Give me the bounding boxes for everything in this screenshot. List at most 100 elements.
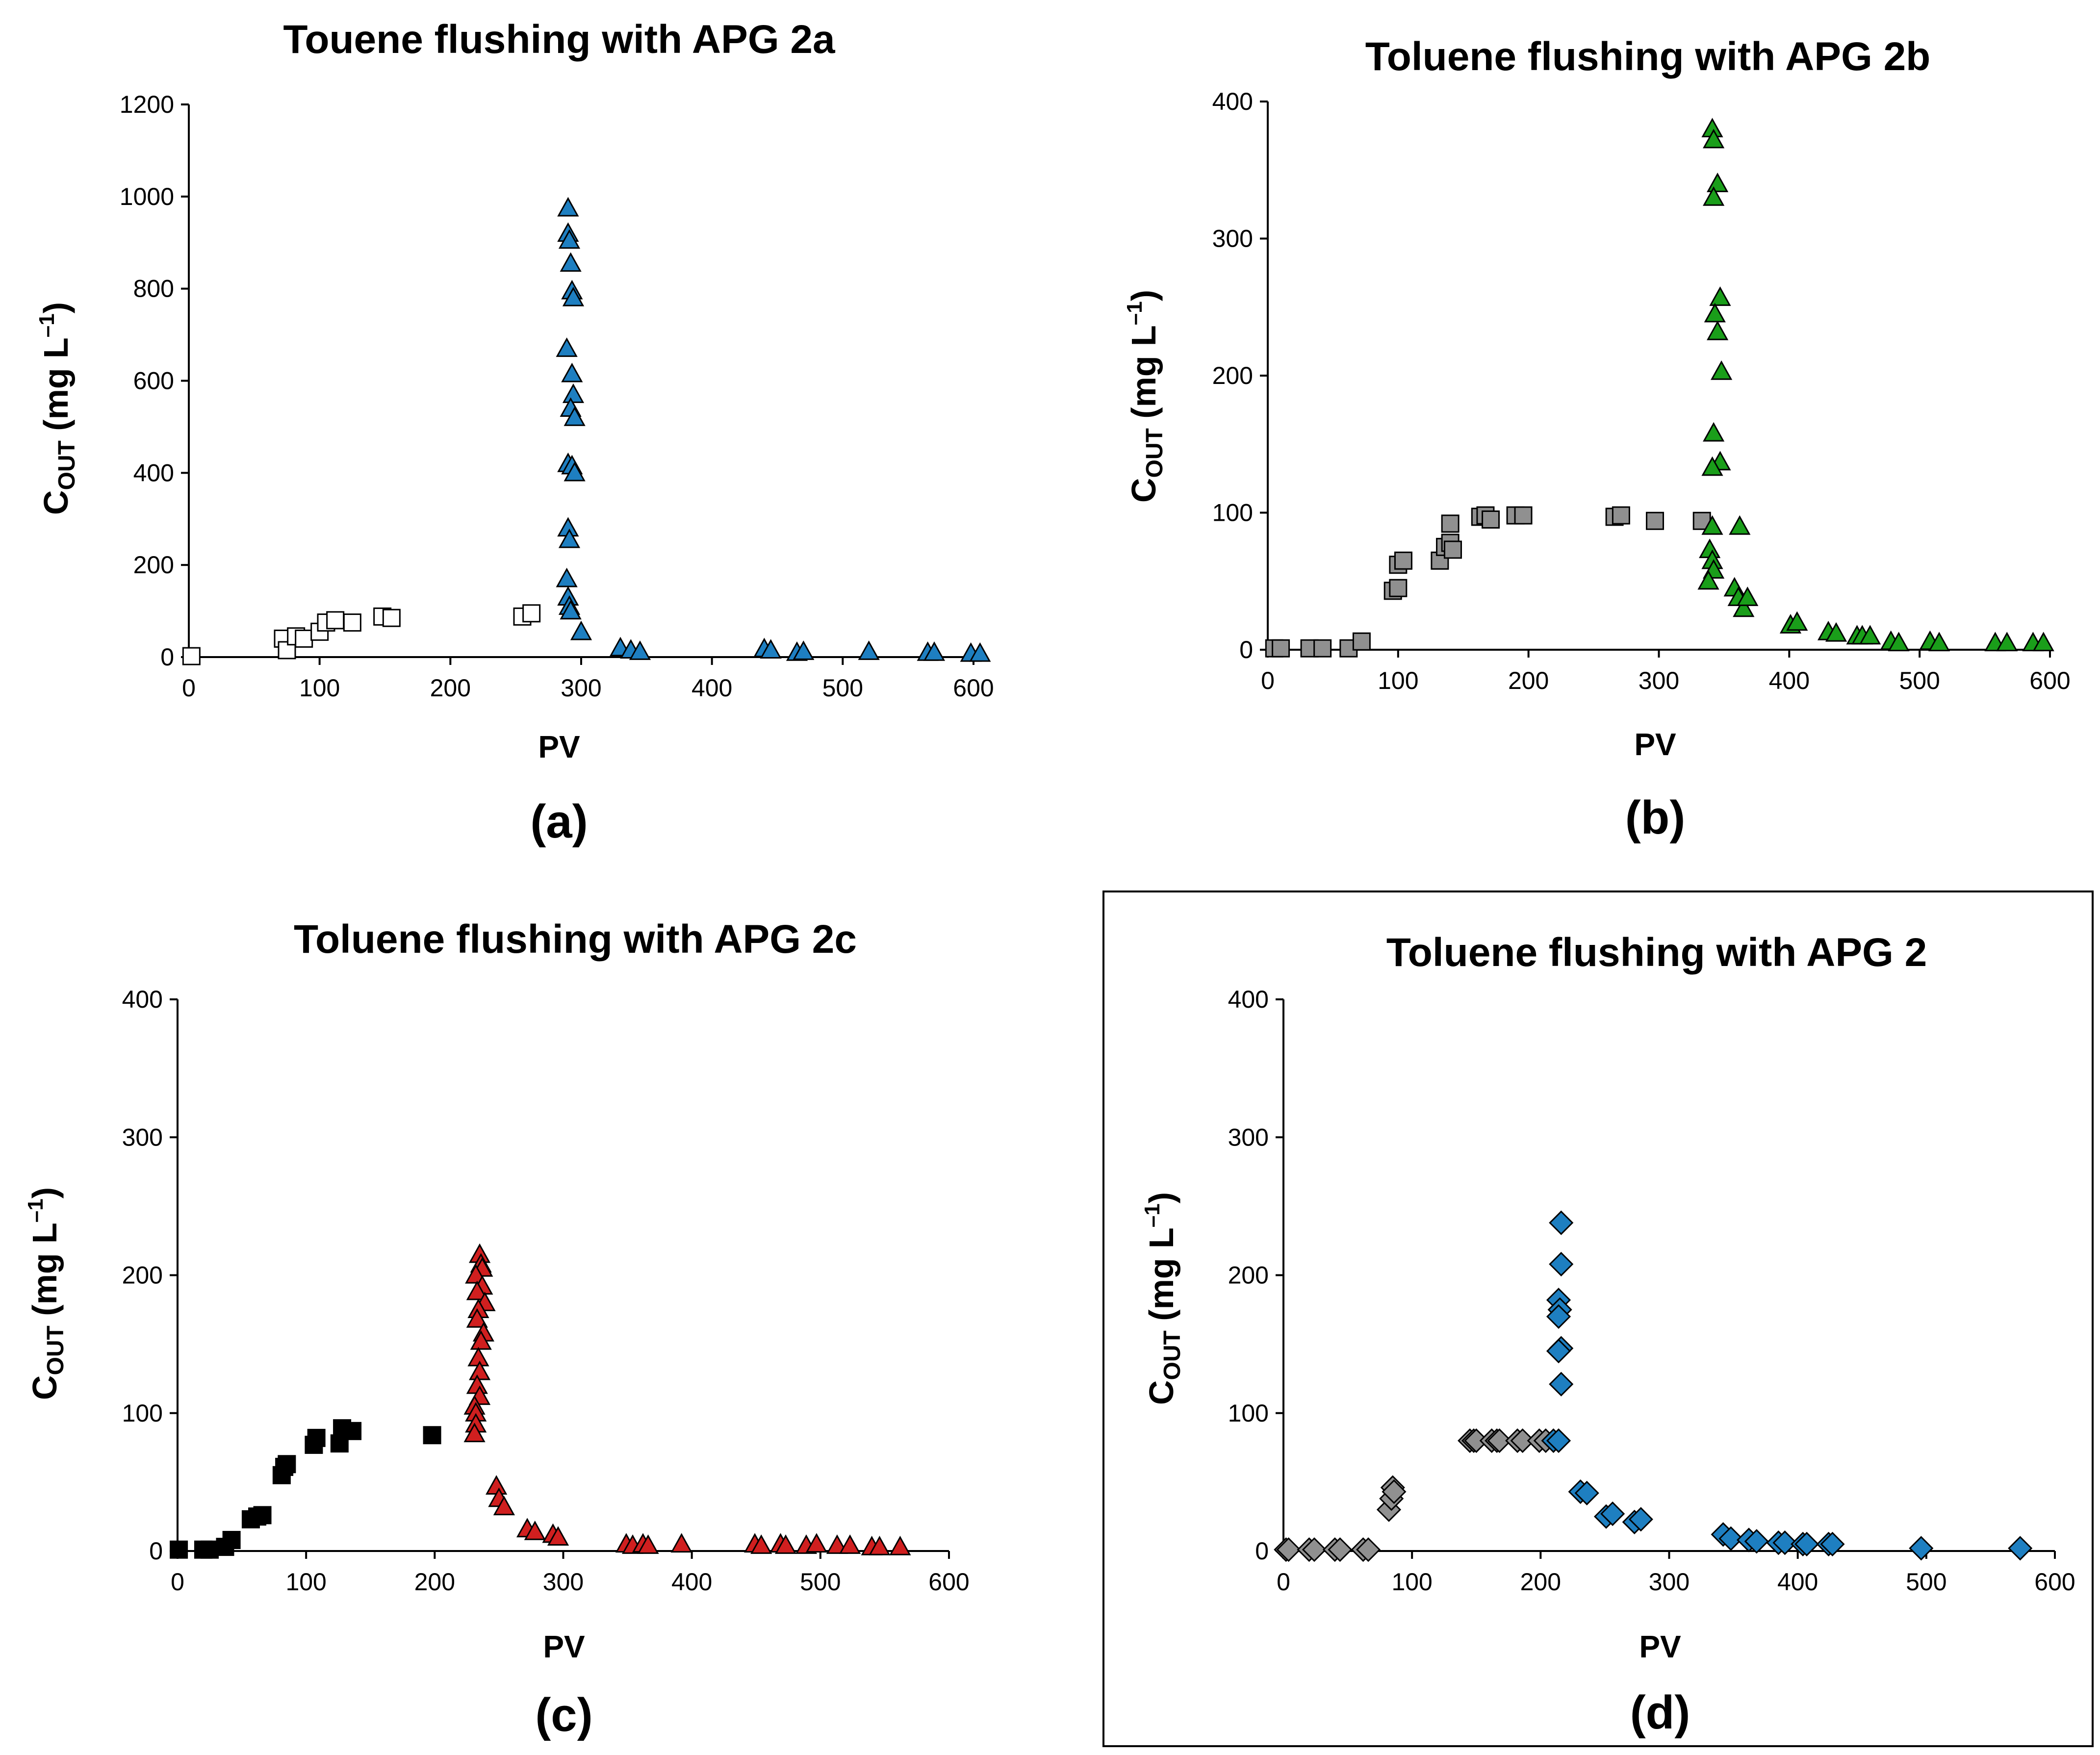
data-point (1888, 632, 1910, 652)
data-point (560, 252, 582, 272)
data-point (1549, 1251, 1574, 1277)
data-point (1628, 1507, 1653, 1532)
data-point (1718, 1526, 1743, 1551)
x-tick-label: 100 (1378, 667, 1418, 694)
data-point (1709, 286, 1731, 306)
data-point (1441, 514, 1460, 533)
data-point (182, 647, 201, 665)
series-1 (170, 1419, 441, 1559)
data-point (1549, 1210, 1574, 1235)
x-tick-label: 500 (1906, 1568, 1946, 1596)
data-point (1909, 1536, 1934, 1561)
data-point (1382, 1479, 1407, 1504)
x-tick-label: 500 (800, 1568, 841, 1596)
data-point (1859, 625, 1881, 645)
data-point (1546, 1304, 1571, 1329)
y-label-sup: –1 (24, 1198, 48, 1222)
data-point (493, 1496, 515, 1516)
x-axis-label: PV (538, 729, 580, 764)
data-point (1612, 506, 1630, 525)
data-point (1737, 586, 1759, 606)
data-point (750, 1534, 772, 1554)
chart-panel-b: Toluene flushing with APG 2b PV (b) COUT… (1123, 34, 2071, 844)
y-tick-label: 100 (1212, 499, 1253, 527)
series-2 (556, 197, 991, 662)
data-point (1711, 360, 1733, 380)
data-point (2032, 632, 2054, 652)
data-point (793, 640, 815, 660)
x-axis-label: PV (1634, 727, 1676, 762)
data-point (637, 1534, 659, 1554)
y-label-close: ) (37, 302, 75, 313)
x-tick-label: 600 (928, 1568, 969, 1596)
data-point (278, 1455, 296, 1474)
data-point (1600, 1501, 1625, 1526)
data-point (1729, 515, 1751, 535)
data-point (869, 1535, 891, 1555)
data-point (1703, 128, 1725, 149)
x-axis-label: PV (543, 1629, 585, 1664)
data-point (466, 1308, 488, 1328)
data-point (889, 1535, 911, 1555)
series-2 (463, 1243, 911, 1555)
x-tick-label: 300 (543, 1568, 584, 1596)
data-point (563, 406, 586, 426)
data-point (253, 1506, 272, 1525)
y-label-sup: –1 (35, 313, 59, 337)
data-point (1820, 1531, 1845, 1557)
data-point (969, 642, 991, 662)
y-label-close: ) (26, 1187, 64, 1198)
data-point (1697, 570, 1719, 590)
y-tick-label: 600 (133, 367, 174, 395)
data-point (923, 641, 946, 661)
data-point (556, 337, 578, 357)
y-tick-label: 200 (122, 1262, 163, 1289)
y-label-main: C (37, 490, 75, 515)
data-point (556, 567, 578, 587)
data-point (486, 1475, 508, 1495)
x-tick-label: 100 (299, 674, 340, 702)
data-point (1733, 597, 1755, 617)
data-point (1825, 622, 1847, 642)
data-point (326, 611, 345, 630)
y-tick-label: 200 (1212, 362, 1253, 389)
data-point (201, 1540, 219, 1559)
x-tick-label: 300 (1639, 667, 1679, 694)
data-point (1707, 173, 1729, 192)
data-point (558, 528, 581, 548)
y-tick-label: 200 (133, 551, 174, 579)
data-point (1546, 1339, 1571, 1364)
data-point (1356, 1537, 1381, 1562)
y-label-close: ) (1142, 1192, 1180, 1203)
data-point (560, 600, 582, 620)
y-tick-label: 0 (149, 1537, 163, 1565)
x-tick-label: 0 (182, 674, 196, 702)
y-axis-label: COUT (mg L–1) (24, 1187, 69, 1400)
x-tick-label: 0 (171, 1568, 184, 1596)
data-point (1646, 511, 1665, 530)
y-tick-label: 0 (160, 643, 174, 671)
y-tick-label: 300 (122, 1123, 163, 1151)
y-label-units: (mg L (37, 337, 75, 440)
data-point (1443, 540, 1462, 559)
data-point (1549, 1372, 1574, 1397)
data-point (1574, 1480, 1599, 1505)
data-point (1996, 632, 2018, 652)
data-point (307, 1428, 326, 1447)
chart-title: Touene flushing with APG 2a (283, 17, 836, 62)
chart-title: Toluene flushing with APG 2 (1386, 930, 1927, 975)
data-point (222, 1531, 241, 1549)
y-label-sub: OUT (54, 440, 80, 490)
data-point (805, 1533, 828, 1553)
data-point (1744, 1529, 1769, 1554)
x-tick-label: 500 (1899, 667, 1940, 694)
x-tick-label: 400 (671, 1568, 712, 1596)
data-point (774, 1534, 797, 1554)
data-point (670, 1533, 692, 1553)
data-point (1703, 186, 1725, 206)
data-point (470, 1330, 492, 1350)
data-point (1707, 320, 1729, 340)
series-2 (1541, 1210, 2033, 1561)
data-point (1510, 1428, 1535, 1453)
panel-label: (a) (530, 795, 588, 848)
